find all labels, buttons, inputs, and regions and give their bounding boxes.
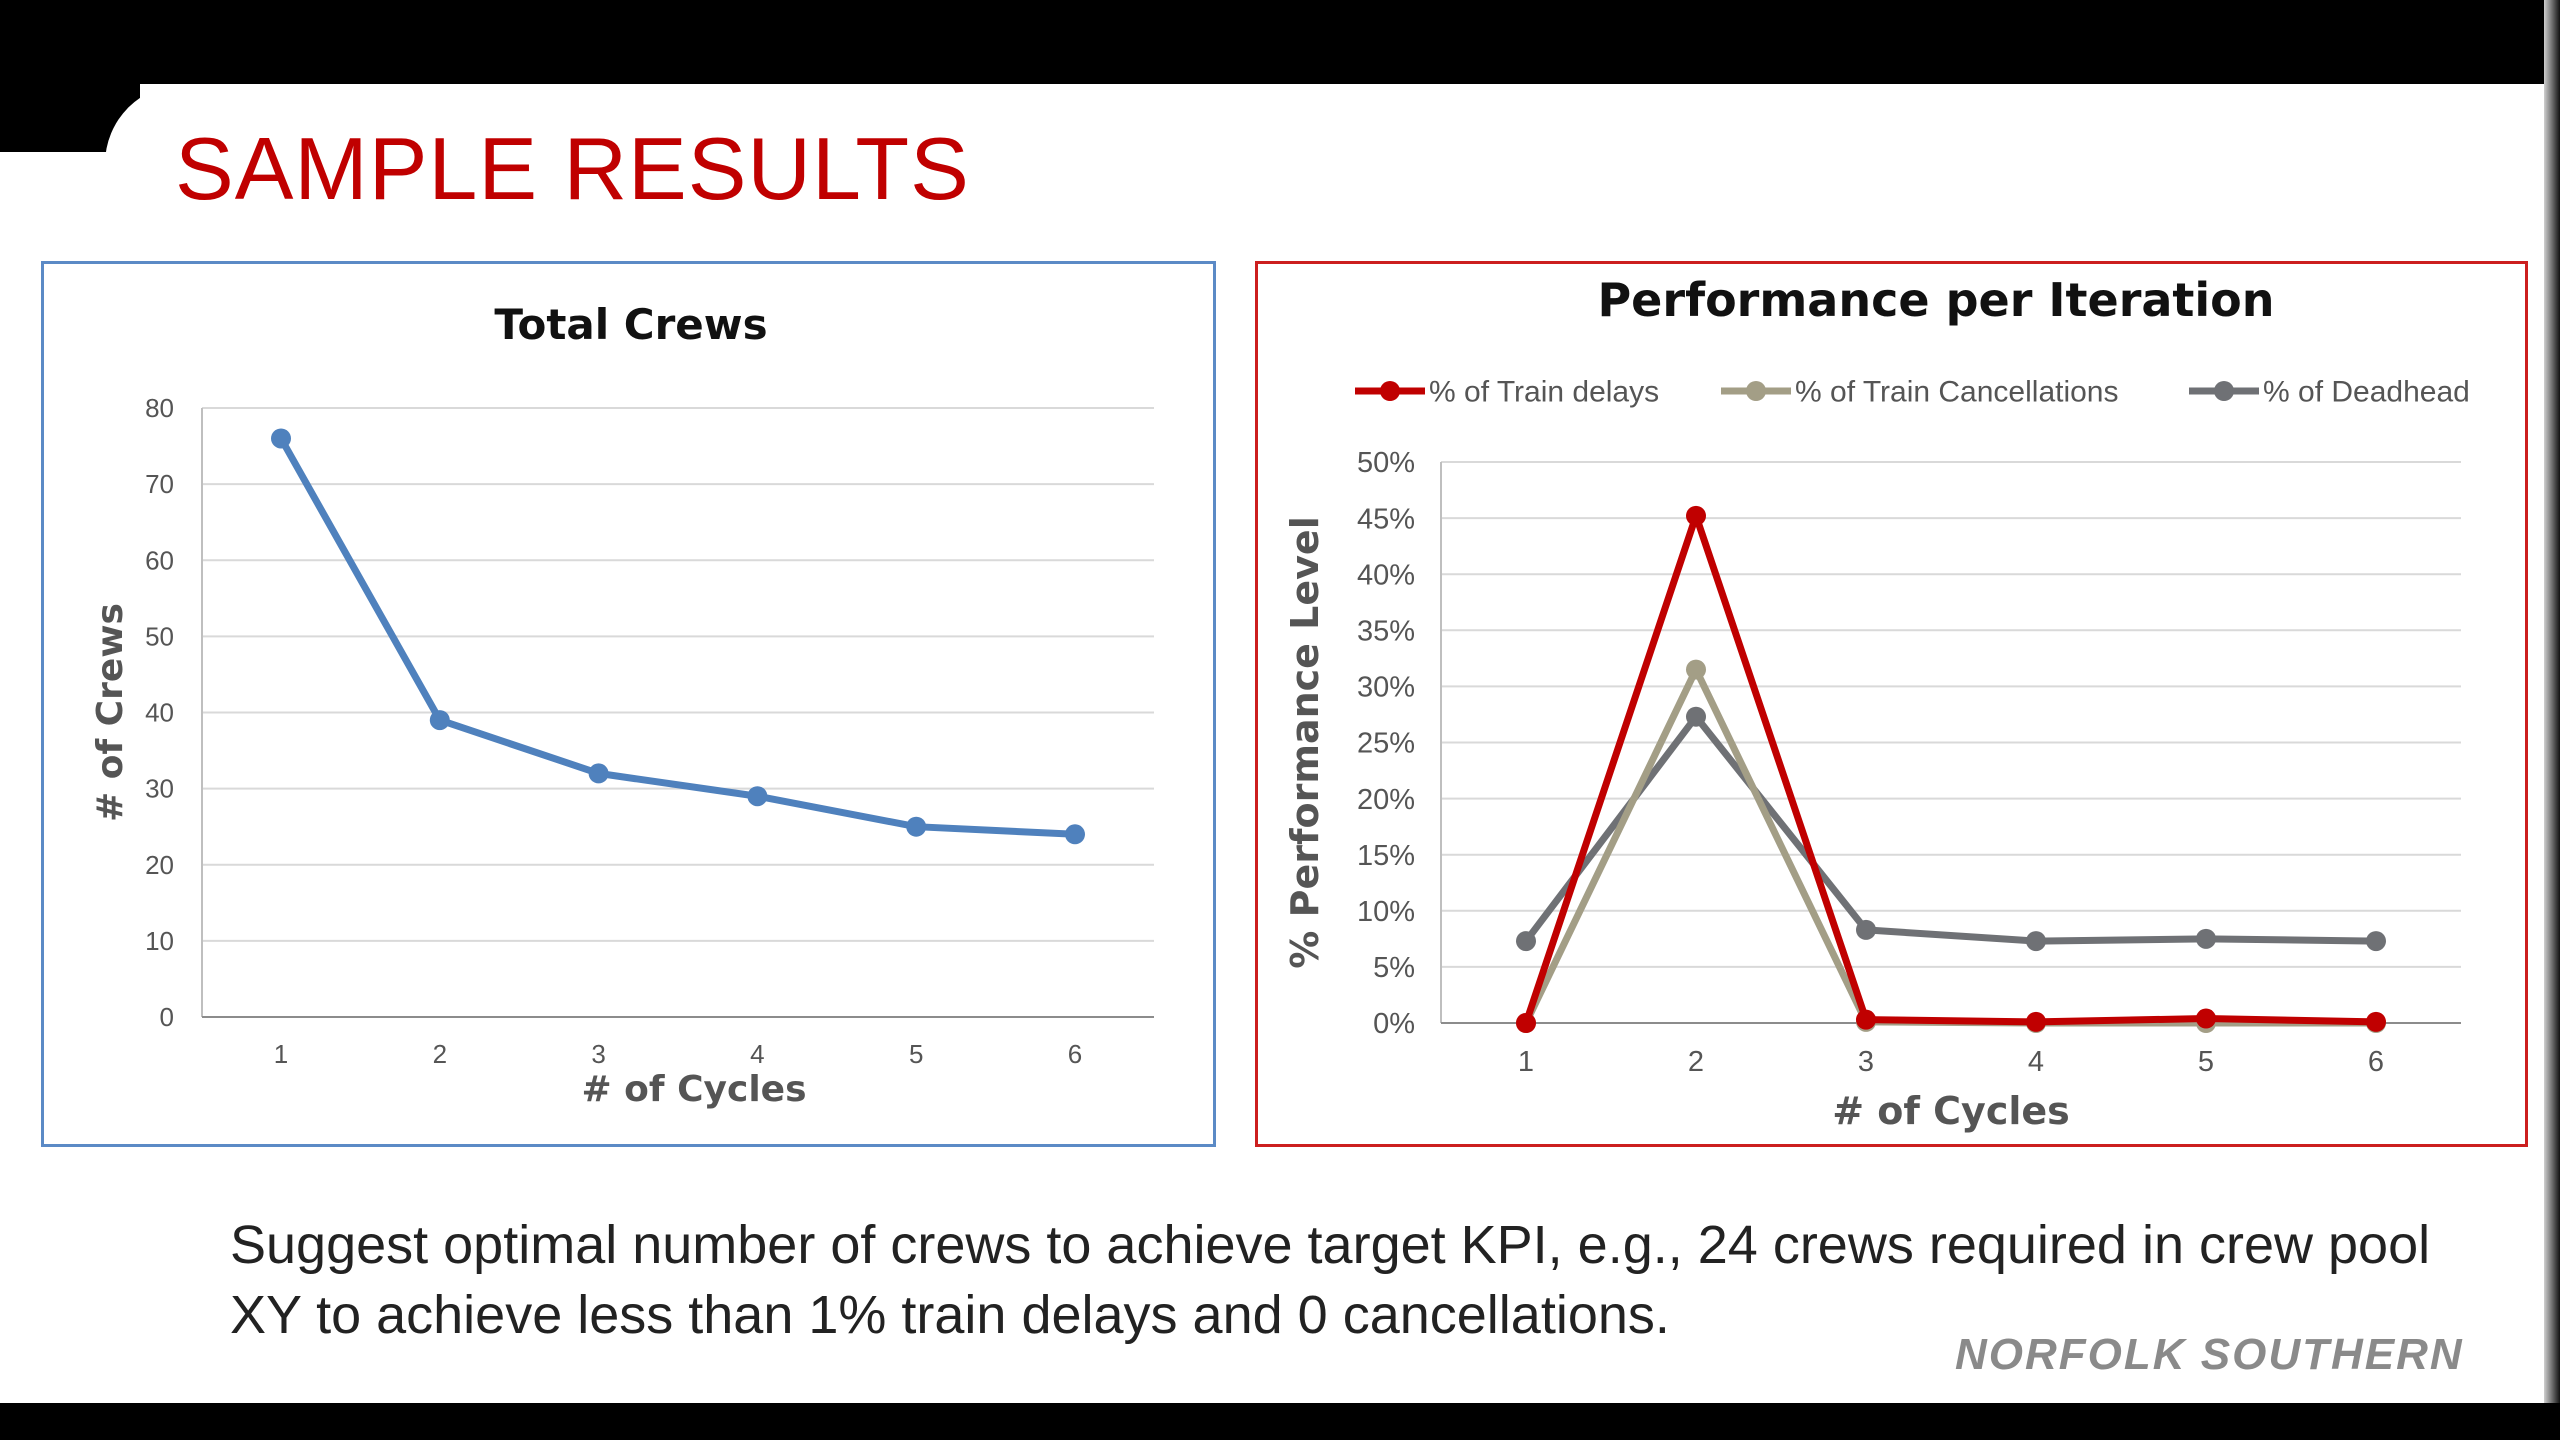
y-tick-label: 35% <box>1357 615 1415 647</box>
y-axis-label: % Performance Level <box>1283 516 1327 968</box>
total-crews-chart-panel: Total Crews 0 10 20 30 40 50 60 70 80 1 2 3 4 5 6 # of C… <box>41 261 1216 1147</box>
data-point <box>1516 931 1536 952</box>
legend-label: % of Train delays <box>1429 376 1659 409</box>
x-axis-label: # of Cycles <box>1832 1089 2070 1133</box>
x-tick-label: 1 <box>274 1039 288 1069</box>
legend-label: % of Deadhead <box>2263 376 2470 409</box>
company-logo: NORFOLK SOUTHERN <box>1955 1330 2464 1379</box>
x-tick-label: 3 <box>1858 1046 1874 1078</box>
series-line <box>1523 713 2377 945</box>
data-point <box>1686 706 1706 727</box>
y-tick-label: 0% <box>1373 1008 1415 1040</box>
chart-title: Total Crews <box>494 300 767 349</box>
y-tick-label: 40% <box>1357 559 1415 591</box>
right-edge <box>2544 0 2560 1440</box>
x-tick-label: 2 <box>1688 1046 1704 1078</box>
data-point <box>2196 1008 2216 1029</box>
data-point <box>1065 824 1085 845</box>
slide-caption: Suggest optimal number of crews to achie… <box>230 1215 2431 1345</box>
top-bar <box>0 0 2560 84</box>
data-point <box>2026 931 2046 952</box>
x-tick-label: 2 <box>433 1039 447 1069</box>
series-line <box>277 436 1076 838</box>
data-point <box>906 816 927 837</box>
legend-marker <box>1380 381 1400 401</box>
y-tick-label: 50% <box>1357 447 1415 479</box>
data-point <box>1856 919 1876 940</box>
x-tick-label: 3 <box>591 1039 605 1069</box>
data-point <box>747 786 768 807</box>
y-tick-label: 45% <box>1357 503 1415 535</box>
legend-label: % of Train Cancellations <box>1795 376 2119 409</box>
y-tick-label: 0 <box>160 1002 174 1032</box>
y-tick-label: 10 <box>145 926 174 956</box>
x-tick-label: 5 <box>2198 1046 2214 1078</box>
legend-marker <box>1746 381 1766 401</box>
y-tick-label: 5% <box>1373 952 1415 984</box>
y-tick-label: 50 <box>145 621 174 651</box>
data-point <box>1856 1009 1876 1030</box>
x-tick-label: 4 <box>2028 1046 2044 1078</box>
y-axis-label: # of Crews <box>90 603 131 822</box>
y-tick-label: 20 <box>145 850 174 880</box>
y-tick-label: 30% <box>1357 672 1415 704</box>
data-point <box>1686 505 1706 526</box>
y-tick-label: 70 <box>145 469 174 499</box>
data-point <box>2196 928 2216 949</box>
x-tick-label: 5 <box>909 1039 923 1069</box>
series-line <box>1522 666 2376 1027</box>
data-point <box>588 763 609 784</box>
y-tick-label: 30 <box>145 774 174 804</box>
data-point <box>429 710 450 731</box>
total-crews-chart: Total Crews 0 10 20 30 40 50 60 70 80 1 2 3 4 5 6 # of C… <box>90 300 1154 1110</box>
y-tick-label: 20% <box>1357 784 1415 816</box>
y-tick-label: 40 <box>145 698 174 728</box>
data-point <box>1516 1013 1536 1033</box>
slide-title: SAMPLE RESULTS <box>175 119 970 218</box>
x-tick-label: 6 <box>2368 1046 2384 1078</box>
data-point <box>2366 931 2386 952</box>
x-tick-label: 1 <box>1518 1046 1534 1078</box>
data-point <box>1686 659 1706 680</box>
y-tick-label: 25% <box>1357 728 1415 760</box>
x-tick-label: 4 <box>750 1039 764 1069</box>
y-tick-label: 15% <box>1357 840 1415 872</box>
data-point <box>2026 1011 2046 1032</box>
x-tick-label: 6 <box>1068 1039 1082 1069</box>
x-axis-label: # of Cycles <box>581 1069 806 1110</box>
bottom-bar <box>0 1403 2560 1440</box>
data-point <box>271 428 291 449</box>
performance-chart-panel: Performance per Iteration 0% 5% 10% 15% 20% 25… <box>1255 261 2528 1147</box>
series-line <box>1522 512 2377 1026</box>
y-tick-label: 80 <box>145 393 174 423</box>
legend-marker <box>2214 381 2234 401</box>
y-tick-label: 60 <box>145 545 174 575</box>
data-point <box>2366 1011 2386 1032</box>
performance-chart: Performance per Iteration0%5%10%15%20%25… <box>1283 273 2470 1133</box>
chart-title: Performance per Iteration <box>1597 273 2274 327</box>
y-tick-label: 10% <box>1357 896 1415 928</box>
